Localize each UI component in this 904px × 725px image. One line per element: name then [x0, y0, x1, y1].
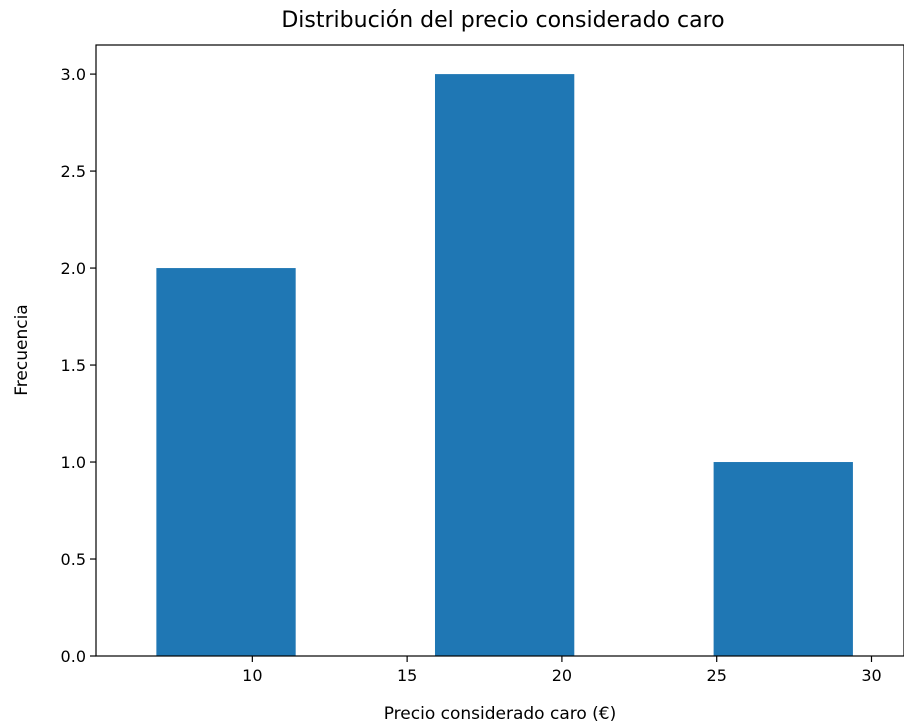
- x-tick-label: 25: [707, 666, 727, 685]
- x-axis: 10 15 20 25 30: [242, 656, 882, 685]
- bar-2: [434, 74, 575, 657]
- chart-title: Distribución del precio considerado caro: [281, 8, 724, 33]
- y-axis: 0.0 0.5 1.0 1.5 2.0 2.5 3.0: [61, 65, 96, 666]
- x-tick-label: 15: [397, 666, 417, 685]
- y-tick-label: 3.0: [61, 65, 86, 84]
- x-tick-label: 30: [861, 666, 881, 685]
- y-tick-label: 1.0: [61, 453, 86, 472]
- bars-group: [156, 74, 853, 657]
- bar-1: [156, 268, 296, 656]
- y-tick-label: 2.5: [61, 162, 86, 181]
- bar-3: [713, 462, 853, 656]
- y-tick-label: 0.5: [61, 550, 86, 569]
- plot-frame: [95, 44, 904, 657]
- y-axis-label: Frecuencia: [12, 304, 32, 395]
- y-tick-label: 1.5: [61, 356, 86, 375]
- x-tick-label: 20: [552, 666, 572, 685]
- x-axis-label: Precio considerado caro (€): [384, 704, 617, 724]
- y-tick-label: 0.0: [61, 647, 86, 666]
- y-tick-label: 2.0: [61, 259, 86, 278]
- x-tick-label: 10: [242, 666, 262, 685]
